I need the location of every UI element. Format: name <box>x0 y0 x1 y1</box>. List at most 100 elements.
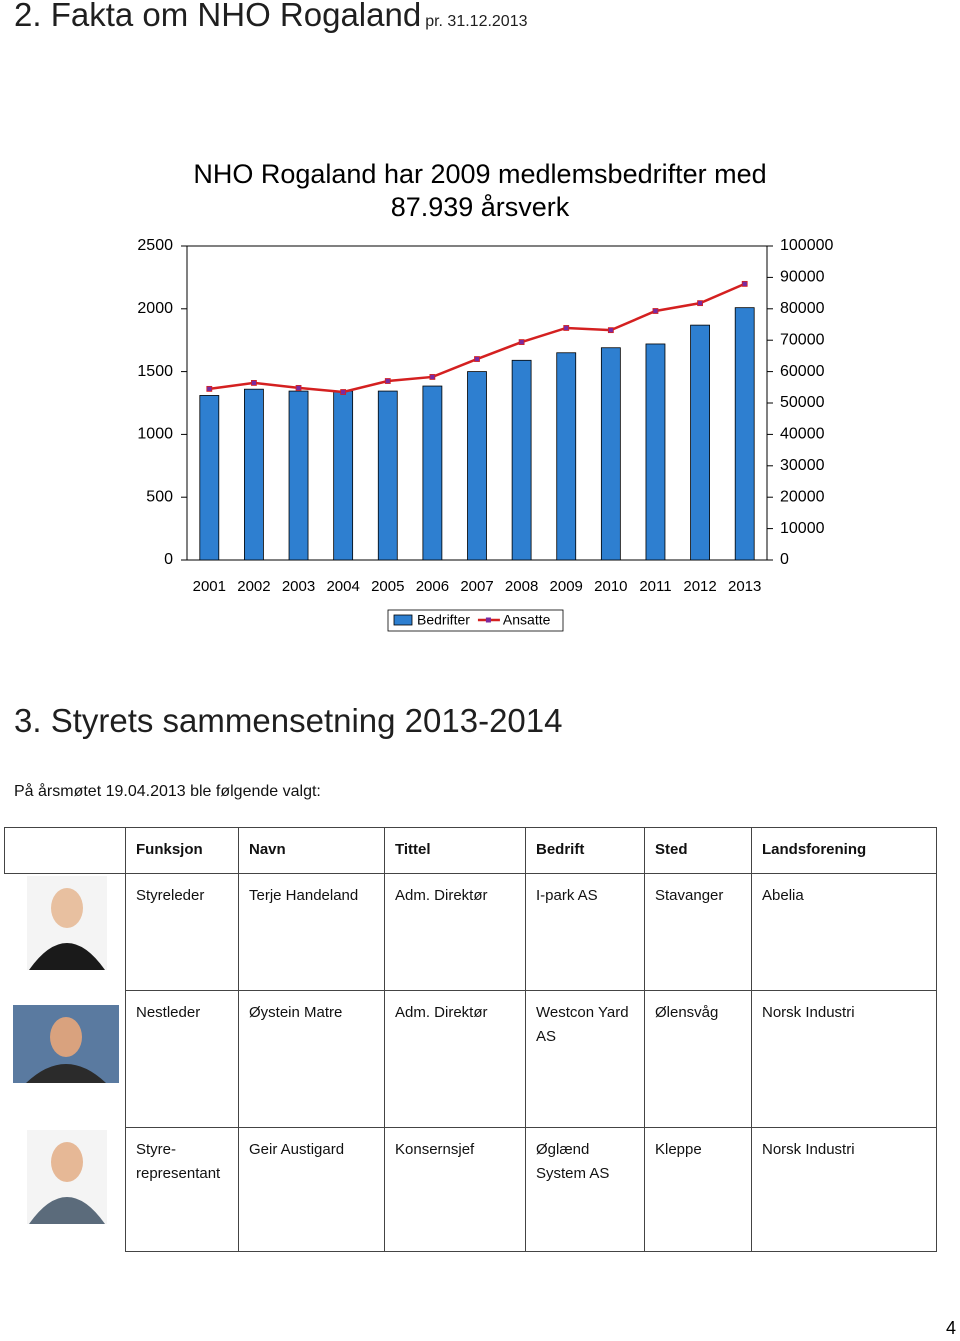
x-tick-label: 2002 <box>237 578 270 595</box>
y2-tick-label: 0 <box>780 551 789 568</box>
y-tick-label: 1500 <box>137 363 173 380</box>
x-tick-label: 2008 <box>505 578 538 595</box>
bar <box>556 352 577 561</box>
line-marker <box>607 327 614 334</box>
y2-tick-label: 40000 <box>780 426 825 443</box>
x-tick-label: 2012 <box>683 578 716 595</box>
line-marker <box>384 378 391 384</box>
table-cell: I-park AS <box>525 873 645 991</box>
header-cell: Sted <box>644 827 752 874</box>
x-tick-label: 2004 <box>326 578 359 595</box>
bar <box>645 343 666 561</box>
bar <box>244 388 264 561</box>
table-row: Styre-representant Geir Austigard Konserns… <box>4 1127 937 1252</box>
bar <box>690 324 710 561</box>
y2-tick-label: 60000 <box>780 363 825 380</box>
legend-label: Bedrifter <box>417 612 470 628</box>
table-row: Styreleder Terje Handeland Adm. Direktør I-… <box>4 873 937 991</box>
header-cell: Tittel <box>384 827 526 874</box>
y2-tick-label: 90000 <box>780 269 825 286</box>
x-tick-label: 2001 <box>193 578 226 595</box>
line-marker <box>474 356 480 362</box>
table-cell: Stavanger <box>644 873 752 991</box>
intro-text: På årsmøtet 19.04.2013 ble følgende valg… <box>14 783 321 800</box>
table-cell: Norsk Industri <box>751 1127 937 1252</box>
y2-tick-label: 80000 <box>780 300 825 317</box>
heading-date: pr. 31.12.2013 <box>425 13 528 30</box>
bar <box>511 359 532 561</box>
table-cell: Ølensvåg <box>644 990 752 1128</box>
y-tick-label: 2000 <box>137 300 173 317</box>
table-cell: Abelia <box>751 873 937 991</box>
line-marker <box>429 374 436 380</box>
legend-box <box>387 609 564 632</box>
table-cell: Øystein Matre <box>238 990 385 1128</box>
section-heading: 3. Styrets sammensetning 2013-2014 <box>14 702 563 739</box>
table-row: Nestleder Øystein Matre Adm. Direktør Westc… <box>4 990 937 1128</box>
legend-swatch <box>393 614 413 626</box>
y2-tick-label: 20000 <box>780 488 825 505</box>
line-marker <box>563 325 570 331</box>
line-marker <box>340 389 347 395</box>
bar <box>199 395 220 561</box>
page-number: 4 <box>945 1318 956 1338</box>
table-cell: Nestleder <box>125 990 239 1128</box>
x-tick-label: 2003 <box>282 578 315 595</box>
y-tick-label: 1000 <box>137 426 173 443</box>
table-cell: Styreleder <box>125 873 239 991</box>
y2-tick-label: 50000 <box>780 394 825 411</box>
table-cell: Norsk Industri <box>751 990 937 1128</box>
table-cell: Geir Austigard <box>238 1127 385 1252</box>
line-marker <box>741 280 748 287</box>
header-cell <box>4 827 126 874</box>
bar <box>288 390 309 561</box>
page-heading: 2. Fakta om NHO Rogaland pr. 31.12.2013 <box>14 0 528 34</box>
photo <box>4 1127 126 1252</box>
line-marker <box>697 300 703 307</box>
bar <box>422 385 443 561</box>
line-marker <box>295 385 302 391</box>
chart: 0 500 1000 1500 2000 2500 0 10000 20000 30000 4000… <box>137 237 833 632</box>
table-cell: Styre-representant <box>125 1127 239 1252</box>
portrait <box>12 1004 119 1083</box>
heading-text: 2. Fakta om NHO Rogaland <box>14 0 422 33</box>
line-marker <box>251 380 257 386</box>
header-cell: Landsforening <box>751 827 937 874</box>
photo <box>4 990 126 1128</box>
bar <box>734 307 755 561</box>
header-cell: Bedrift <box>525 827 645 874</box>
bar <box>467 371 487 561</box>
table-cell: Kleppe <box>644 1127 752 1252</box>
table-cell: Adm. Direktør <box>384 873 526 991</box>
table-cell: Terje Handeland <box>238 873 385 991</box>
header-row: Funksjon Navn Tittel Bedrift Sted Landsforeni… <box>4 827 937 874</box>
bar <box>333 390 354 561</box>
line-marker <box>652 308 659 314</box>
chart-title: NHO Rogaland har 2009 medlemsbedrifter m… <box>193 159 767 222</box>
y-tick-label: 500 <box>146 488 173 505</box>
x-tick-label: 2013 <box>728 578 761 595</box>
x-tick-label: 2005 <box>371 578 404 595</box>
table-cell: Westcon Yard AS <box>525 990 645 1128</box>
board-table: Funksjon Navn Tittel Bedrift Sted Landsforeni… <box>4 827 937 1252</box>
portrait <box>26 876 107 970</box>
x-tick-label: 2010 <box>594 578 627 595</box>
table-cell: Øglænd System AS <box>525 1127 645 1252</box>
header-cell: Funksjon <box>125 827 239 874</box>
bar <box>377 390 398 561</box>
y2-tick-label: 70000 <box>780 331 825 348</box>
legend-label: Ansatte <box>503 612 551 628</box>
line-marker <box>518 339 525 345</box>
bar <box>600 347 621 561</box>
y2-tick-label: 100000 <box>780 237 833 254</box>
x-tick-label: 2011 <box>639 578 671 595</box>
x-tick-label: 2006 <box>416 578 449 595</box>
y2-tick-label: 10000 <box>780 520 825 537</box>
y2-tick-label: 30000 <box>780 457 825 474</box>
photo <box>4 873 126 991</box>
legend-swatch <box>485 617 491 623</box>
y-tick-label: 2500 <box>137 237 173 254</box>
table-cell: Konsernsjef <box>384 1127 526 1252</box>
x-tick-label: 2007 <box>460 578 493 595</box>
